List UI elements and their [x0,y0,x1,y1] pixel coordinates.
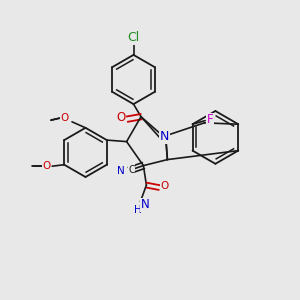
Text: C: C [128,165,135,175]
Text: O: O [160,181,169,191]
Text: O: O [116,111,125,124]
Text: F: F [207,113,213,126]
Text: Cl: Cl [128,31,140,44]
Text: N: N [117,166,125,176]
Text: N: N [140,198,149,211]
Text: H: H [134,205,141,215]
Text: O: O [60,113,69,123]
Text: N: N [160,130,169,143]
Text: O: O [43,161,51,171]
